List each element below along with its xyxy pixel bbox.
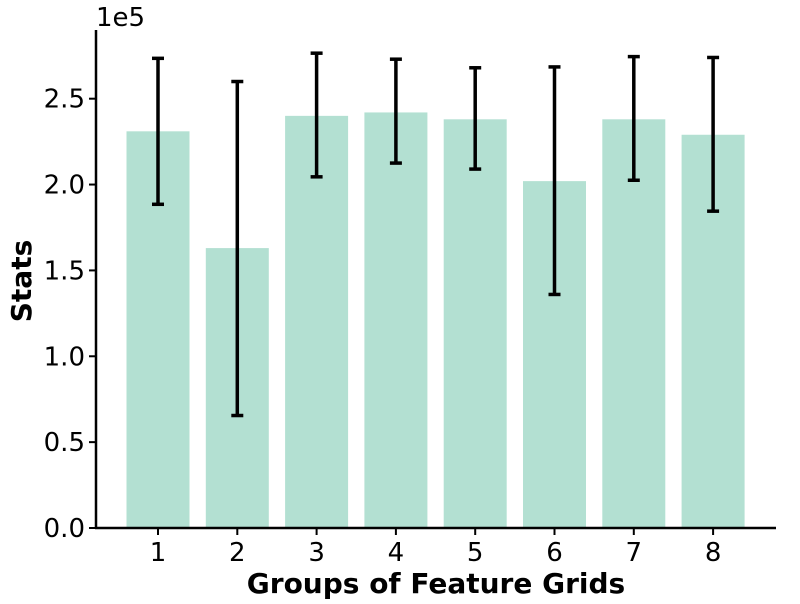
y-tick-label: 2.5 [44,85,85,115]
y-tick-label: 1.0 [44,342,85,372]
x-tick-label: 7 [626,538,643,568]
error-bar-5 [469,66,482,171]
x-tick-label: 5 [467,538,484,568]
error-bar-4 [389,57,402,165]
y-axis-multiplier: 1e5 [96,3,145,33]
x-tick-label: 2 [229,538,246,568]
error-bar-2 [231,79,244,418]
y-axis-title: Stats [5,240,38,323]
y-ticks-layer: 0.0 0.5 1.0 1.5 2.0 2.5 [44,85,96,544]
error-bar-3 [310,51,323,179]
x-tick-label: 6 [546,538,563,568]
error-bar-6 [548,65,561,297]
bars-layer [126,112,745,529]
bar-3 [285,115,349,529]
x-axis-title: Groups of Feature Grids [247,567,625,600]
y-tick-label: 0.5 [44,428,85,458]
bar-4 [364,112,428,529]
x-ticks-layer: 1 2 3 4 5 6 7 8 [150,528,722,568]
x-tick-label: 1 [150,538,167,568]
error-bar-7 [627,54,640,183]
bar-7 [602,119,666,528]
x-tick-label: 3 [308,538,325,568]
y-tick-label: 1.5 [44,256,85,286]
y-tick-label: 0.0 [44,514,85,544]
x-tick-label: 8 [705,538,722,568]
error-bars-layer [152,51,720,418]
error-bar-1 [152,56,164,207]
y-tick-label: 2.0 [44,171,85,201]
error-bar-8 [707,55,720,213]
x-tick-label: 4 [388,538,405,568]
bar-5 [443,119,507,528]
